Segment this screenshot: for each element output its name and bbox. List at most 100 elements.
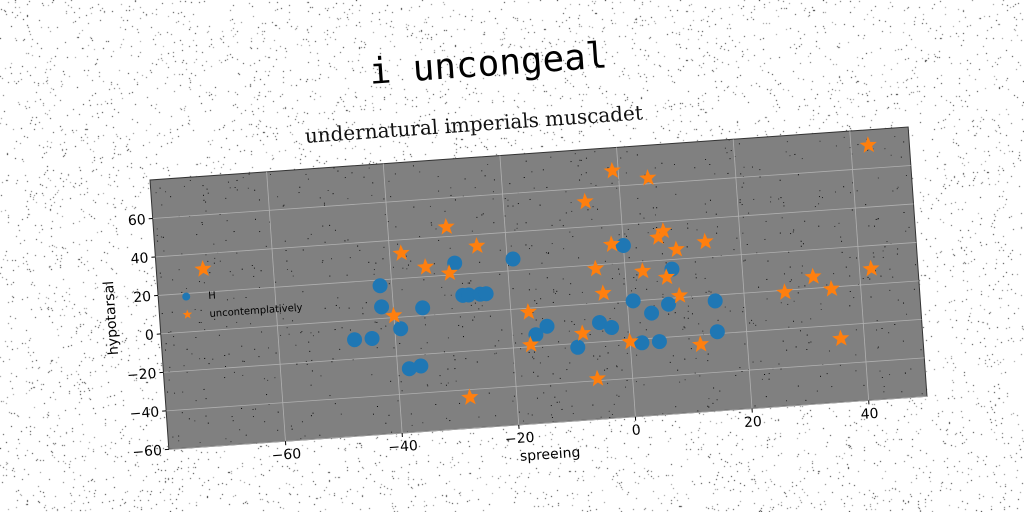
noise-dot <box>493 198 494 199</box>
noise-dot <box>518 203 519 204</box>
noise-dot <box>533 372 534 373</box>
noise-dot <box>519 412 520 413</box>
noise-dot <box>534 352 535 353</box>
noise-dot <box>709 164 710 165</box>
y-tick-label: −20 <box>127 366 158 384</box>
noise-dot <box>903 141 904 142</box>
noise-dot <box>742 187 743 188</box>
noise-dot <box>820 376 821 377</box>
noise-dot <box>781 302 782 303</box>
noise-dot <box>390 196 391 197</box>
noise-dot <box>495 345 496 346</box>
noise-dot <box>708 398 709 399</box>
noise-dot <box>922 393 923 394</box>
noise-dot <box>441 287 442 288</box>
noise-dot <box>236 253 237 254</box>
noise-dot <box>160 188 161 189</box>
noise-dot <box>397 400 398 401</box>
noise-dot <box>783 341 784 342</box>
noise-dot <box>305 174 306 175</box>
noise-dot <box>616 188 617 189</box>
noise-dot <box>199 322 200 323</box>
noise-dot <box>782 217 783 218</box>
noise-dot <box>726 152 727 153</box>
noise-dot <box>791 279 792 280</box>
noise-dot <box>202 185 203 186</box>
noise-dot <box>434 263 435 264</box>
noise-dot <box>863 278 864 279</box>
noise-dot <box>563 248 564 249</box>
noise-dot <box>552 243 553 244</box>
noise-dot <box>385 214 386 215</box>
noise-dot <box>333 167 334 168</box>
noise-dot <box>794 301 795 302</box>
noise-dot <box>308 238 309 239</box>
noise-dot <box>894 136 895 137</box>
noise-dot <box>362 313 363 314</box>
noise-dot <box>190 180 191 181</box>
noise-dot <box>898 300 899 301</box>
noise-dot <box>891 155 892 156</box>
noise-dot <box>252 265 253 266</box>
noise-dot <box>292 429 293 430</box>
noise-dot <box>838 223 839 224</box>
noise-dot <box>619 234 620 235</box>
noise-dot <box>283 205 284 206</box>
noise-dot <box>627 353 628 354</box>
noise-dot <box>740 199 741 200</box>
noise-dot <box>783 205 784 206</box>
noise-dot <box>713 387 714 388</box>
noise-dot <box>377 347 378 348</box>
noise-dot <box>450 248 451 249</box>
noise-dot <box>496 353 497 354</box>
noise-dot <box>569 362 570 363</box>
noise-dot <box>350 329 351 330</box>
noise-dot <box>601 227 602 228</box>
y-tick-label: 60 <box>127 212 146 229</box>
noise-dot <box>702 331 703 332</box>
noise-dot <box>856 329 857 330</box>
noise-dot <box>780 233 781 234</box>
noise-dot <box>351 172 352 173</box>
noise-dot <box>438 240 439 241</box>
noise-dot <box>655 167 656 168</box>
noise-dot <box>705 159 706 160</box>
noise-dot <box>784 273 785 274</box>
noise-dot <box>905 231 906 232</box>
noise-dot <box>716 214 717 215</box>
noise-dot <box>448 337 449 338</box>
noise-dot <box>283 318 284 319</box>
noise-dot <box>818 226 819 227</box>
noise-dot <box>543 169 544 170</box>
noise-dot <box>571 321 572 322</box>
noise-dot <box>599 356 600 357</box>
noise-dot <box>402 289 403 290</box>
noise-dot <box>653 228 654 229</box>
noise-dot <box>806 349 807 350</box>
noise-dot <box>318 331 319 332</box>
noise-dot <box>205 202 206 203</box>
noise-dot <box>178 435 179 436</box>
noise-dot <box>311 385 312 386</box>
noise-dot <box>627 380 628 381</box>
noise-dot <box>637 154 638 155</box>
noise-dot <box>618 396 619 397</box>
noise-dot <box>889 269 890 270</box>
noise-dot <box>203 200 204 201</box>
noise-dot <box>586 172 587 173</box>
noise-dot <box>684 326 685 327</box>
noise-dot <box>786 350 787 351</box>
noise-dot <box>903 303 904 304</box>
noise-dot <box>883 257 884 258</box>
noise-dot <box>821 309 822 310</box>
noise-dot <box>206 398 207 399</box>
noise-dot <box>529 352 530 353</box>
noise-dot <box>614 404 615 405</box>
noise-dot <box>819 141 820 142</box>
noise-dot <box>706 212 707 213</box>
noise-dot <box>742 204 743 205</box>
noise-dot <box>844 137 845 138</box>
noise-dot <box>752 167 753 168</box>
noise-dot <box>233 298 234 299</box>
noise-dot <box>423 279 424 280</box>
